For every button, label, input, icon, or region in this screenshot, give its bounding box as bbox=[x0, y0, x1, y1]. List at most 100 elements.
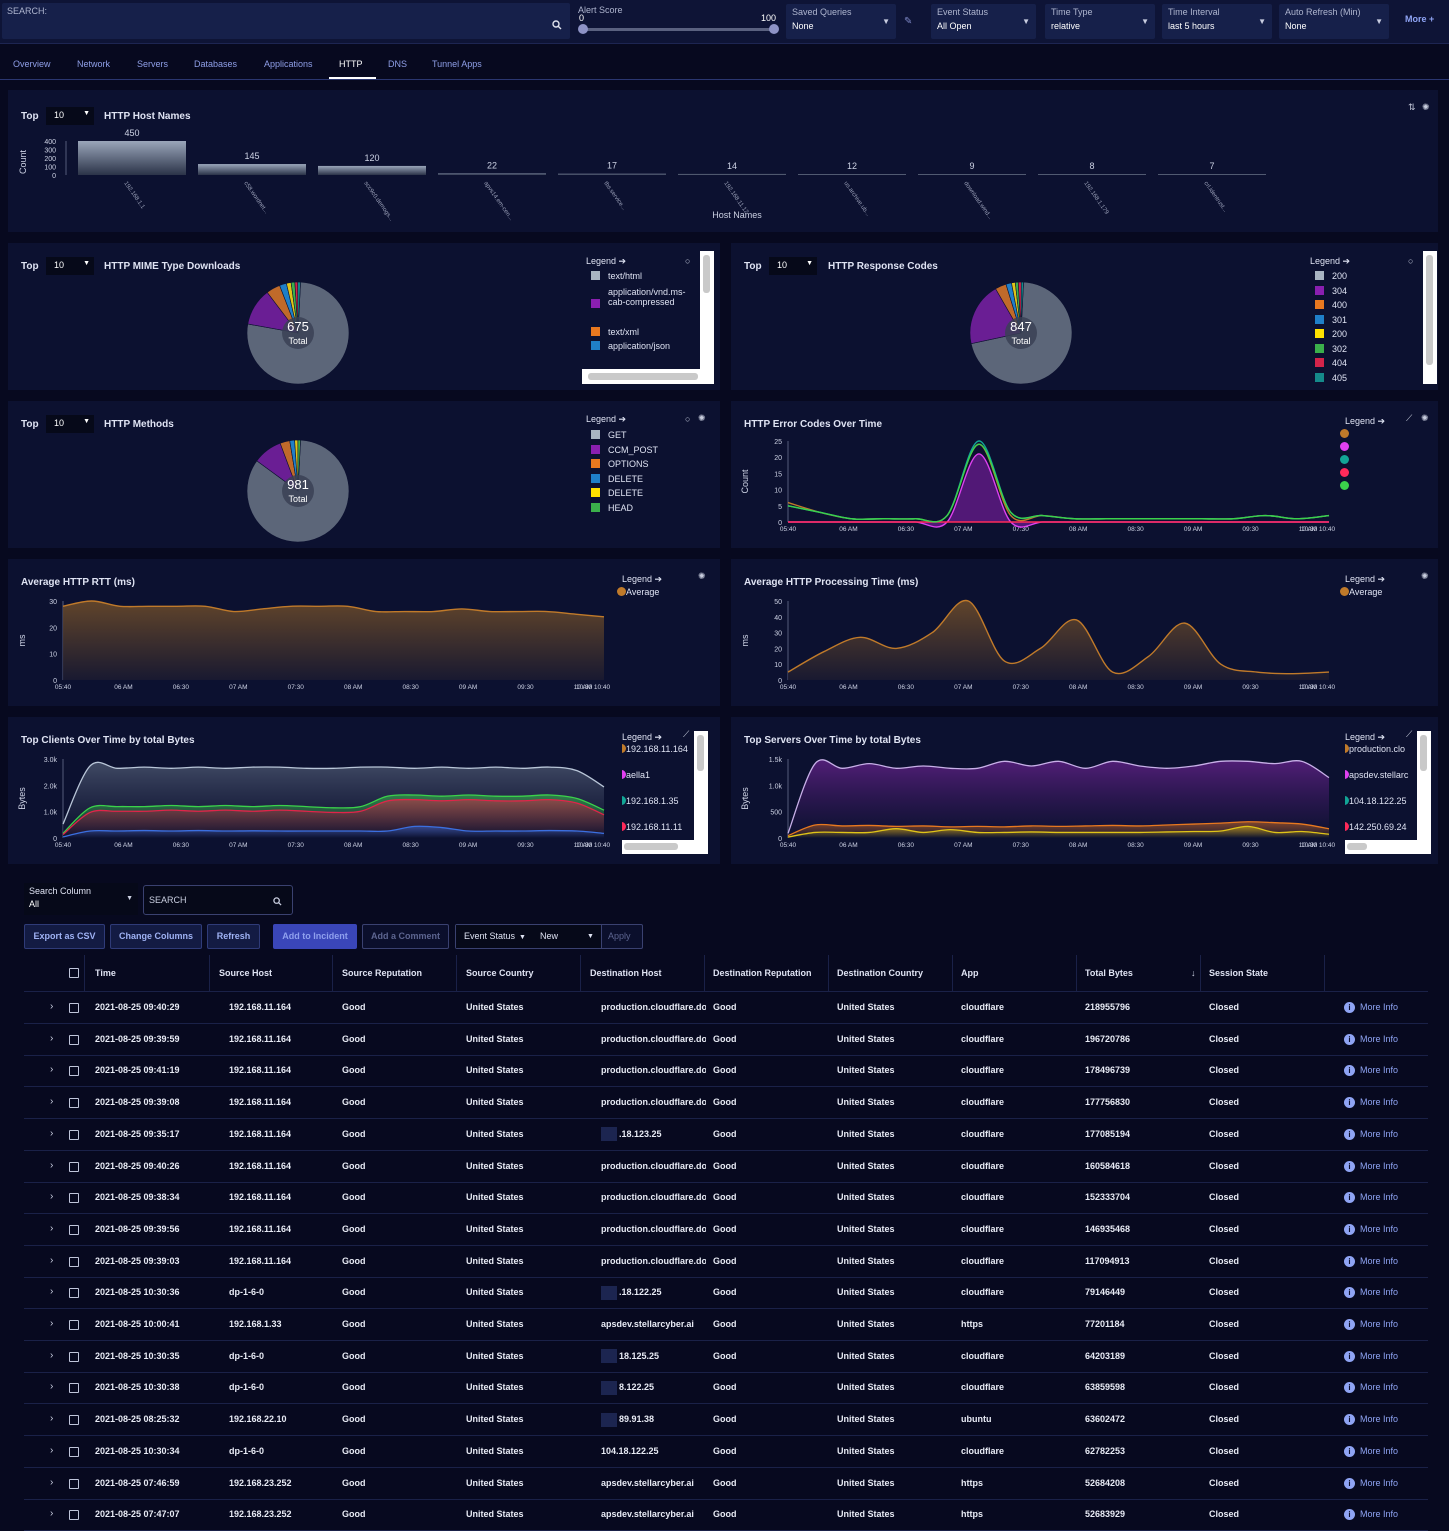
expand-row-chevron-icon[interactable]: › bbox=[50, 1286, 54, 1298]
line-chart-icon[interactable]: ⟋ bbox=[1406, 729, 1413, 739]
alert-score-slider[interactable]: Alert Score 0 100 bbox=[575, 3, 782, 39]
expand-row-chevron-icon[interactable]: › bbox=[50, 1476, 54, 1488]
expand-row-chevron-icon[interactable]: › bbox=[50, 1413, 54, 1425]
line-chart-icon[interactable]: ⟋ bbox=[1406, 413, 1413, 423]
legend-title[interactable]: Legend ➔ bbox=[1345, 416, 1386, 426]
legend-item[interactable]: 192.168.11.11 bbox=[622, 822, 682, 832]
search-icon[interactable] bbox=[273, 897, 282, 906]
table-row[interactable]: › 2021-08-25 09:39:59 192.168.11.164 Good Un… bbox=[24, 1024, 1428, 1056]
more-info-link[interactable]: i More Info bbox=[1344, 1087, 1398, 1118]
edit-icon[interactable]: ✎ bbox=[904, 16, 913, 27]
legend-title[interactable]: Legend ➔ bbox=[1310, 256, 1351, 266]
legend-item[interactable] bbox=[1340, 468, 1349, 478]
expand-row-chevron-icon[interactable]: › bbox=[50, 1318, 54, 1329]
more-info-link[interactable]: i More Info bbox=[1344, 1246, 1398, 1277]
column-header-time[interactable]: Time bbox=[95, 968, 116, 978]
column-header-session-state[interactable]: Session State bbox=[1209, 968, 1269, 978]
tab-network[interactable]: Network bbox=[77, 59, 111, 69]
legend-item[interactable]: CCM_POST bbox=[591, 444, 658, 455]
saved-queries-select[interactable]: Saved Queries None ▼ bbox=[786, 4, 896, 39]
expand-row-chevron-icon[interactable]: › bbox=[50, 1127, 54, 1139]
row-checkbox[interactable] bbox=[69, 1129, 79, 1140]
table-row[interactable]: › 2021-08-25 10:30:35 dp-1-6-0 Good United S… bbox=[24, 1341, 1428, 1373]
table-row[interactable]: › 2021-08-25 07:47:07 192.168.23.252 Good Un… bbox=[24, 1499, 1428, 1531]
legend-item[interactable]: aella1 bbox=[622, 770, 650, 780]
legend-item[interactable]: 405 bbox=[1315, 372, 1347, 383]
legend-item[interactable]: 192.168.11.164 bbox=[622, 744, 688, 754]
row-checkbox[interactable] bbox=[69, 1003, 79, 1013]
legend-item[interactable]: 304 bbox=[1315, 285, 1347, 296]
more-info-link[interactable]: i More Info bbox=[1344, 1024, 1398, 1055]
legend-item[interactable]: text/html bbox=[591, 271, 642, 281]
row-checkbox[interactable] bbox=[69, 1415, 79, 1426]
bug-icon[interactable]: ✺ bbox=[1421, 571, 1429, 581]
row-checkbox[interactable] bbox=[69, 1383, 79, 1394]
legend-item[interactable]: DELETE bbox=[591, 488, 643, 498]
column-header-destination-host[interactable]: Destination Host bbox=[590, 968, 662, 978]
apply-button[interactable]: Apply bbox=[608, 931, 631, 941]
expand-row-chevron-icon[interactable]: › bbox=[50, 1064, 54, 1076]
add-comment-button[interactable]: Add a Comment bbox=[362, 924, 449, 949]
expand-row-chevron-icon[interactable]: › bbox=[50, 1191, 54, 1203]
top-n-select[interactable]: 10 ▼ bbox=[46, 415, 94, 433]
table-row[interactable]: › 2021-08-25 09:39:08 192.168.11.164 Good Un… bbox=[24, 1087, 1428, 1120]
table-row[interactable]: › 2021-08-25 10:30:36 dp-1-6-0 Good United S… bbox=[24, 1277, 1428, 1310]
more-info-link[interactable]: i More Info bbox=[1344, 1309, 1398, 1340]
sort-desc-icon[interactable]: ↓ bbox=[1191, 968, 1196, 978]
expand-row-chevron-icon[interactable]: › bbox=[50, 1381, 54, 1393]
top-n-select[interactable]: 10 ▼ bbox=[769, 257, 817, 275]
bug-icon[interactable]: ✺ bbox=[1421, 413, 1429, 423]
tab-servers[interactable]: Servers bbox=[137, 59, 169, 69]
circle-icon[interactable]: ○ bbox=[685, 256, 691, 266]
tab-http[interactable]: HTTP bbox=[339, 59, 363, 69]
bug-icon[interactable]: ✺ bbox=[698, 571, 706, 581]
expand-row-chevron-icon[interactable]: › bbox=[50, 1444, 54, 1456]
legend-scrollbar[interactable] bbox=[694, 731, 708, 854]
legend-item[interactable]: 104.18.122.25 bbox=[1345, 796, 1407, 806]
row-checkbox[interactable] bbox=[69, 1288, 79, 1299]
table-row[interactable]: › 2021-08-25 09:39:03 192.168.11.164 Good Un… bbox=[24, 1246, 1428, 1278]
row-checkbox[interactable] bbox=[69, 1224, 79, 1235]
legend-item[interactable] bbox=[1340, 481, 1349, 491]
more-button[interactable]: More + bbox=[1405, 14, 1434, 24]
legend-item[interactable]: 192.168.1.35 bbox=[622, 796, 679, 806]
legend-item[interactable]: GET bbox=[591, 430, 627, 440]
more-info-link[interactable]: i More Info bbox=[1344, 1214, 1398, 1245]
legend-scrollbar[interactable] bbox=[700, 251, 714, 384]
row-checkbox[interactable] bbox=[69, 1478, 79, 1489]
slider-handle-max[interactable] bbox=[769, 24, 779, 34]
time-interval-select[interactable]: Time Interval last 5 hours ▼ bbox=[1162, 4, 1272, 39]
search-icon[interactable] bbox=[552, 20, 562, 30]
expand-row-chevron-icon[interactable]: › bbox=[50, 1001, 54, 1012]
legend-item[interactable]: 200 bbox=[1315, 271, 1347, 281]
search-column-select[interactable]: Search Column All ▼ bbox=[24, 883, 138, 915]
event-status-dropdown[interactable]: Event Status ▼ New ▼ bbox=[456, 925, 602, 948]
bug-icon[interactable]: ✺ bbox=[1422, 102, 1430, 112]
tab-databases[interactable]: Databases bbox=[194, 59, 238, 69]
table-row[interactable]: › 2021-08-25 08:25:32 192.168.22.10 Good Uni… bbox=[24, 1404, 1428, 1437]
table-row[interactable]: › 2021-08-25 09:38:34 192.168.11.164 Good Un… bbox=[24, 1182, 1428, 1215]
legend-title[interactable]: Legend ➔ bbox=[622, 574, 663, 584]
more-info-link[interactable]: i More Info bbox=[1344, 1277, 1398, 1308]
row-checkbox[interactable] bbox=[69, 1034, 79, 1045]
bug-icon[interactable]: ✺ bbox=[698, 413, 706, 423]
expand-row-chevron-icon[interactable]: › bbox=[50, 1032, 54, 1044]
legend-item[interactable]: 301 bbox=[1315, 314, 1347, 325]
more-info-link[interactable]: i More Info bbox=[1344, 1499, 1398, 1530]
top-n-select[interactable]: 10 ▼ bbox=[46, 107, 94, 125]
table-row[interactable]: › 2021-08-25 07:46:59 192.168.23.252 Good Un… bbox=[24, 1468, 1428, 1500]
legend-title[interactable]: Legend ➔ bbox=[586, 414, 627, 424]
top-n-select[interactable]: 10 ▼ bbox=[46, 257, 94, 275]
table-row[interactable]: › 2021-08-25 09:40:29 192.168.11.164 Good Un… bbox=[24, 992, 1428, 1024]
row-checkbox[interactable] bbox=[69, 1193, 79, 1204]
column-header-source-reputation[interactable]: Source Reputation bbox=[342, 968, 423, 978]
table-row[interactable]: › 2021-08-25 09:35:17 192.168.11.164 Good Un… bbox=[24, 1119, 1428, 1151]
legend-title[interactable]: Legend ➔ bbox=[1345, 732, 1386, 742]
legend-item[interactable]: OPTIONS bbox=[591, 459, 649, 469]
search-bar[interactable]: SEARCH: bbox=[2, 3, 570, 39]
table-row[interactable]: › 2021-08-25 10:00:41 192.168.1.33 Good Unit… bbox=[24, 1309, 1428, 1341]
row-checkbox[interactable] bbox=[69, 1510, 79, 1521]
row-checkbox[interactable] bbox=[69, 1351, 79, 1362]
column-header-destination-reputation[interactable]: Destination Reputation bbox=[713, 968, 812, 978]
more-info-link[interactable]: i More Info bbox=[1344, 1055, 1398, 1086]
